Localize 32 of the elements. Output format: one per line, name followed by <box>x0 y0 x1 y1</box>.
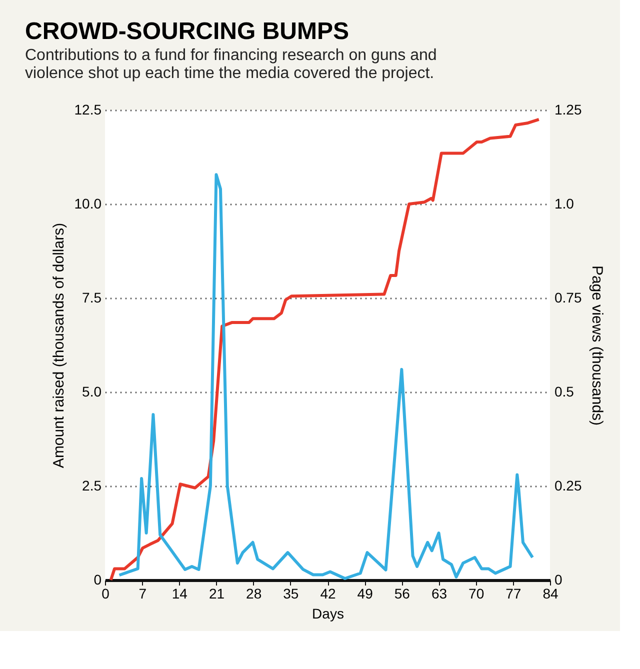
y-axis-title: Amount raised (thousands of dollars) <box>50 222 68 468</box>
x-tick-label: 21 <box>208 586 225 602</box>
y2-axis-title: Page views (thousands) <box>588 265 606 426</box>
line-series <box>118 173 534 580</box>
y2-tick-label: 0.25 <box>554 478 582 494</box>
chart-title: CROWD-SOURCING BUMPS <box>25 18 349 45</box>
x-tick-label: 7 <box>138 586 147 602</box>
text: Contributions to a fund for financing research on guns and <box>25 47 437 64</box>
y-tick-label: 0 <box>94 572 102 588</box>
y2-tick-label: 0 <box>554 572 562 588</box>
x-tick-label: 49 <box>357 586 374 602</box>
y2-tick-label: 1.0 <box>554 196 574 212</box>
x-tick-label: 28 <box>246 586 262 602</box>
y2-tick-label: 0.75 <box>554 290 582 306</box>
y-tick-label: 12.5 <box>74 102 102 118</box>
x-tick-label: 70 <box>468 586 484 602</box>
x-tick-label: 42 <box>320 586 336 602</box>
x-tick-label: 63 <box>431 586 448 602</box>
x-tick-label: 56 <box>394 586 410 602</box>
x-tick-label: 84 <box>542 586 558 602</box>
text: violence shot up each time the media covered the project. <box>25 65 434 82</box>
x-tick-label: 14 <box>172 586 188 602</box>
y-tick-label: 10.0 <box>74 196 102 212</box>
x-axis-title: Days <box>312 606 344 622</box>
y-tick-label: 2.5 <box>82 478 102 494</box>
y2-tick-label: 1.25 <box>554 102 582 118</box>
y2-tick-label: 0.5 <box>554 384 574 400</box>
y-tick-label: 7.5 <box>82 290 102 306</box>
y-tick-label: 5.0 <box>82 384 102 400</box>
line-series <box>109 118 540 582</box>
x-tick-label: 77 <box>506 586 522 602</box>
x-tick-label: 35 <box>283 586 299 602</box>
